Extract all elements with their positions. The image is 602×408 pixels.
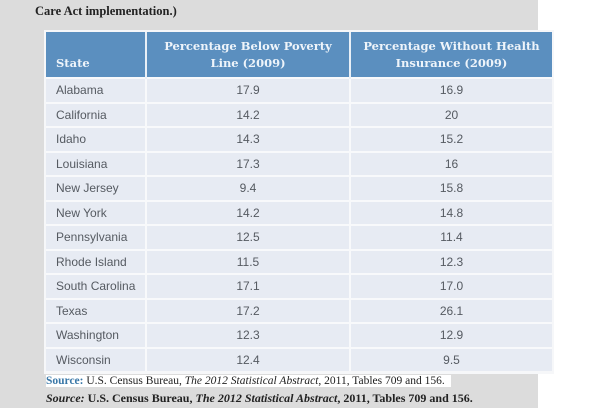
cell-poverty: 14.3 [146, 126, 351, 152]
cell-uninsured: 12.9 [350, 322, 552, 348]
table-row: California 14.2 20 [46, 101, 552, 127]
header-uninsured: Percentage Without Health Insurance (200… [350, 32, 552, 78]
cell-state: Rhode Island [46, 248, 147, 274]
source-publication: The 2012 Statistical Abstract [195, 391, 338, 405]
cell-state: New York [46, 199, 147, 225]
cell-poverty: 17.1 [146, 273, 351, 299]
table-row: South Carolina 17.1 17.0 [46, 273, 552, 299]
source-line-2: Source: U.S. Census Bureau, The 2012 Sta… [46, 391, 473, 406]
cell-state: California [46, 101, 147, 127]
table-row: Louisiana 17.3 16 [46, 150, 552, 176]
cell-uninsured: 17.0 [350, 273, 552, 299]
cell-uninsured: 15.2 [350, 126, 552, 152]
source-label: Source: [46, 375, 84, 387]
cell-uninsured: 16 [350, 150, 552, 176]
cell-state: Louisiana [46, 150, 147, 176]
source-prefix: U.S. Census Bureau, [86, 375, 185, 387]
table-container: State Percentage Below Poverty Line (200… [44, 30, 554, 374]
cell-poverty: 12.5 [146, 224, 351, 250]
table-row: Texas 17.2 26.1 [46, 297, 552, 323]
table-row: Wisconsin 12.4 9.5 [46, 346, 552, 371]
cell-poverty: 17.9 [146, 77, 351, 103]
cell-uninsured: 12.3 [350, 248, 552, 274]
source-line-1: Source: U.S. Census Bureau, The 2012 Sta… [46, 375, 451, 387]
cell-poverty: 12.3 [146, 322, 351, 348]
cell-state: Wisconsin [46, 346, 147, 371]
cell-state: Idaho [46, 126, 147, 152]
cell-state: New Jersey [46, 175, 147, 201]
cell-poverty: 14.2 [146, 199, 351, 225]
intro-text: Care Act implementation.) [35, 4, 177, 18]
cell-poverty: 11.5 [146, 248, 351, 274]
cell-poverty: 17.3 [146, 150, 351, 176]
cell-uninsured: 14.8 [350, 199, 552, 225]
source-prefix: U.S. Census Bureau, [87, 391, 196, 405]
table-row: Idaho 14.3 15.2 [46, 126, 552, 152]
table-body: Alabama 17.9 16.9 California 14.2 20 Idaho 14.3… [46, 77, 552, 371]
cell-poverty: 14.2 [146, 101, 351, 127]
cell-state: Washington [46, 322, 147, 348]
table-row: New York 14.2 14.8 [46, 199, 552, 225]
cell-state: Alabama [46, 77, 147, 103]
table-row: Pennsylvania 12.5 11.4 [46, 224, 552, 250]
cell-state: Texas [46, 297, 147, 323]
cell-uninsured: 20 [350, 101, 552, 127]
source-suffix: , 2011, Tables 709 and 156. [318, 375, 445, 387]
table-header: State Percentage Below Poverty Line (200… [46, 32, 552, 78]
table-row: Rhode Island 11.5 12.3 [46, 248, 552, 274]
cell-state: South Carolina [46, 273, 147, 299]
header-poverty: Percentage Below Poverty Line (2009) [146, 32, 351, 78]
table-row: New Jersey 9.4 15.8 [46, 175, 552, 201]
cell-poverty: 9.4 [146, 175, 351, 201]
cell-poverty: 17.2 [146, 297, 351, 323]
cell-state: Pennsylvania [46, 224, 147, 250]
source-label: Source: [46, 391, 85, 405]
header-row: State Percentage Below Poverty Line (200… [46, 32, 552, 78]
cell-poverty: 12.4 [146, 346, 351, 371]
cell-uninsured: 9.5 [350, 346, 552, 371]
cell-uninsured: 26.1 [350, 297, 552, 323]
poverty-insurance-table: State Percentage Below Poverty Line (200… [46, 32, 552, 371]
cell-uninsured: 15.8 [350, 175, 552, 201]
cell-uninsured: 11.4 [350, 224, 552, 250]
table-row: Washington 12.3 12.9 [46, 322, 552, 348]
header-state: State [46, 32, 147, 78]
cell-uninsured: 16.9 [350, 77, 552, 103]
source-publication: The 2012 Statistical Abstract [184, 375, 319, 387]
source-suffix: , 2011, Tables 709 and 156. [337, 391, 473, 405]
table-row: Alabama 17.9 16.9 [46, 77, 552, 103]
